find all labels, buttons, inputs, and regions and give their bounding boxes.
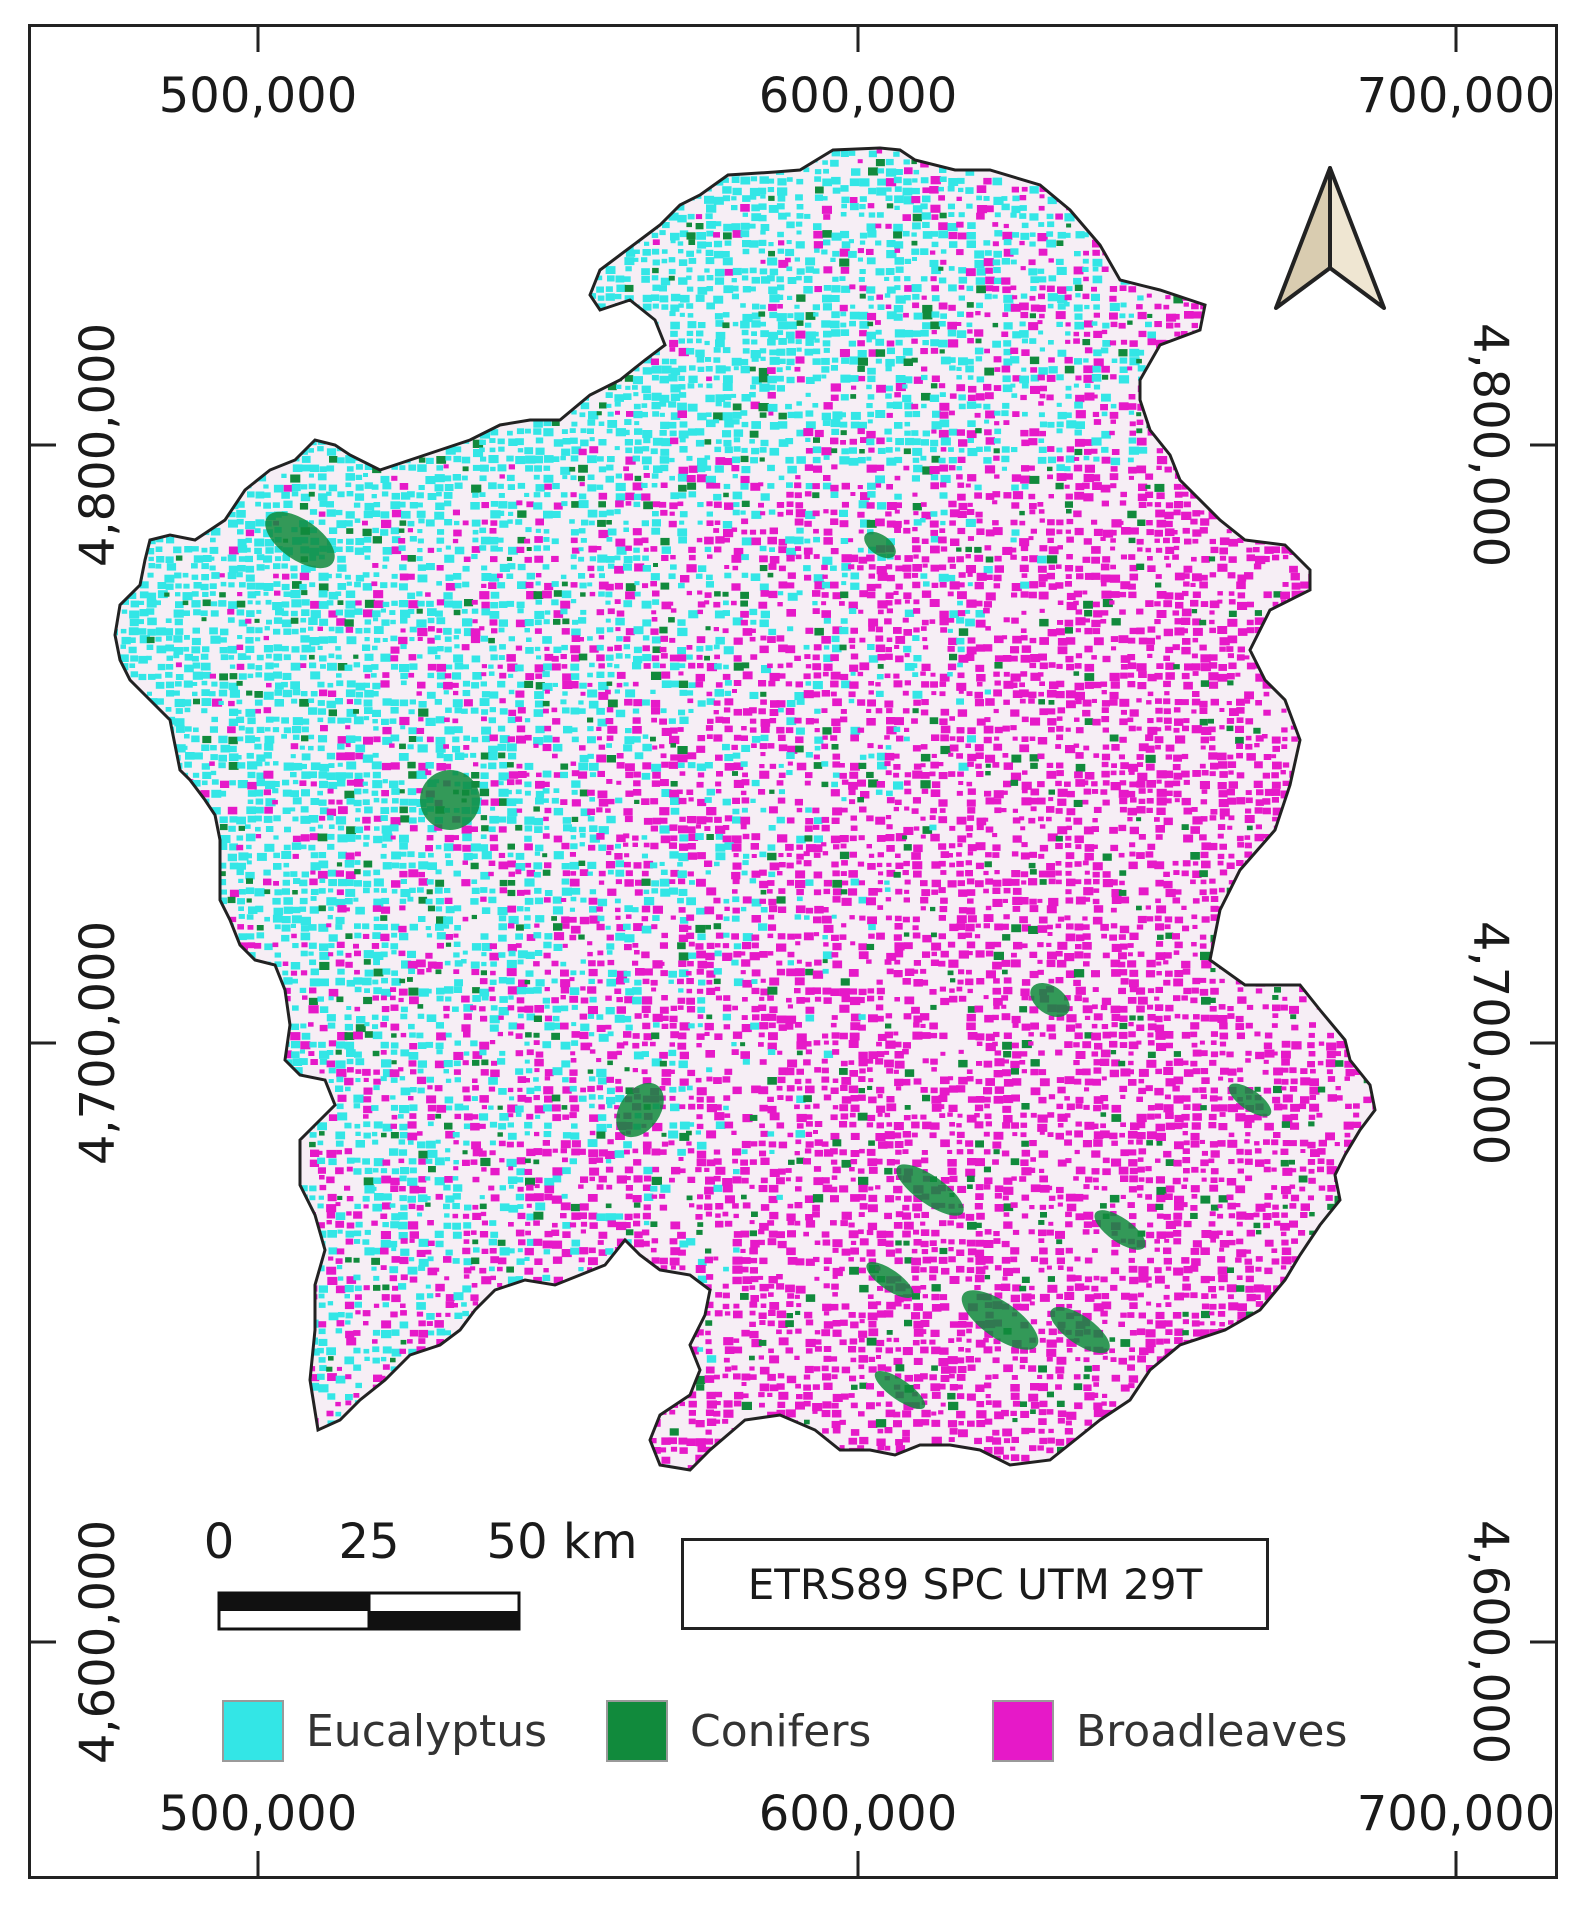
legend-swatch-eucalyptus [222, 1700, 284, 1762]
scale-label-25: 25 [338, 1514, 400, 1570]
y-label-right-1: 4,800,000 [1462, 322, 1518, 568]
x-label-top-2: 600,000 [758, 68, 958, 124]
map-frame [28, 24, 1558, 1879]
legend-swatch-conifers [606, 1700, 668, 1762]
legend-item-eucalyptus: Eucalyptus [222, 1700, 547, 1762]
scale-label-0: 0 [203, 1514, 235, 1570]
x-label-top-3: 700,000 [1356, 68, 1556, 124]
x-label-bottom-1: 500,000 [158, 1786, 358, 1842]
legend-label-conifers: Conifers [690, 1705, 872, 1757]
x-label-top-1: 500,000 [158, 68, 358, 124]
y-label-left-3: 4,600,000 [70, 1519, 126, 1765]
y-label-left-1: 4,800,000 [70, 322, 126, 568]
y-label-right-2: 4,700,000 [1462, 920, 1518, 1166]
legend-item-broadleaves: Broadleaves [992, 1700, 1347, 1762]
y-label-left-2: 4,700,000 [70, 920, 126, 1166]
y-label-right-3: 4,600,000 [1462, 1519, 1518, 1765]
scale-bar [217, 1591, 521, 1631]
north-arrow-icon [1274, 166, 1386, 310]
legend-label-eucalyptus: Eucalyptus [306, 1705, 548, 1757]
legend-swatch-broadleaves [992, 1700, 1054, 1762]
crs-label: ETRS89 SPC UTM 29T [681, 1538, 1269, 1630]
scale-label-50: 50 km [486, 1514, 638, 1570]
legend-label-broadleaves: Broadleaves [1076, 1705, 1348, 1757]
crs-text: ETRS89 SPC UTM 29T [747, 1559, 1203, 1609]
graticule-ticks [28, 24, 1558, 1879]
legend-item-conifers: Conifers [606, 1700, 871, 1762]
x-label-bottom-2: 600,000 [758, 1786, 958, 1842]
x-label-bottom-3: 700,000 [1356, 1786, 1556, 1842]
region-outline [113, 146, 1377, 1472]
